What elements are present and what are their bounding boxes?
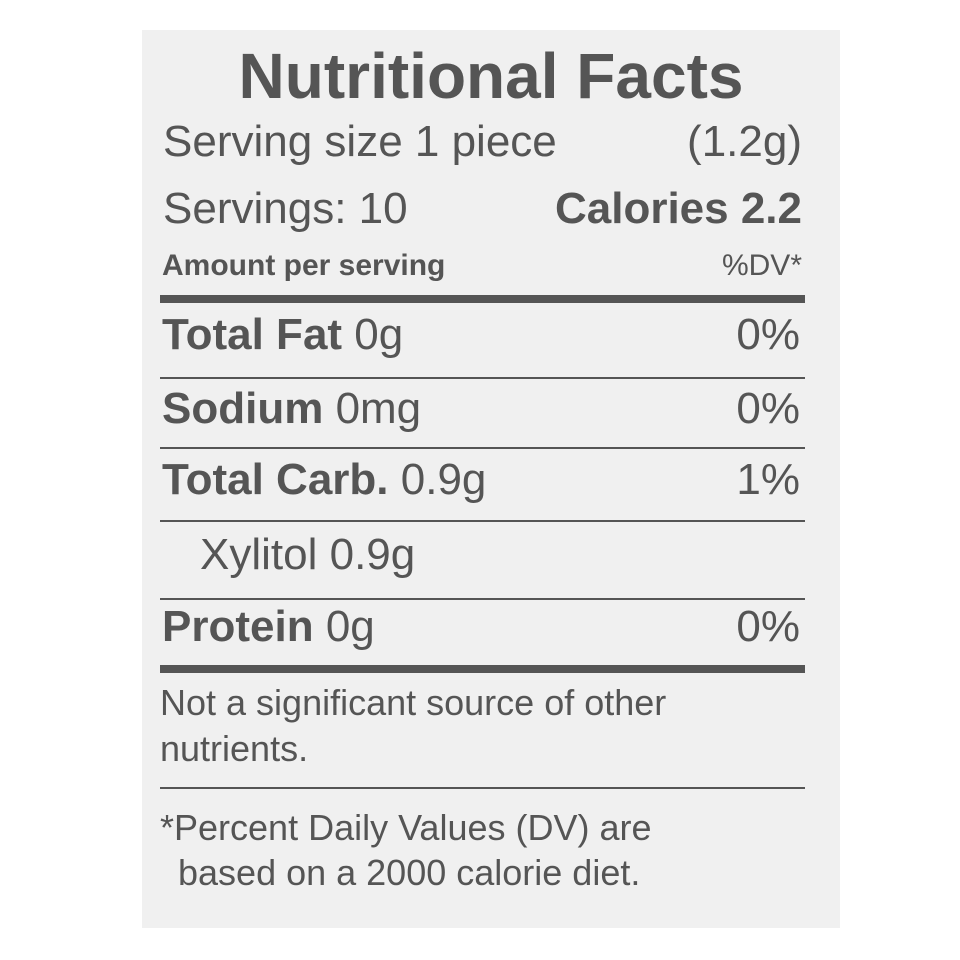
- nutrient-name: Sodium: [162, 384, 324, 433]
- nutrient-dv: 0%: [736, 310, 800, 359]
- divider-thick: [160, 295, 805, 303]
- nutrient-row-total-carb: Total Carb. 0.9g: [162, 458, 486, 502]
- nutrient-name: Total Carb.: [162, 455, 389, 504]
- divider-thick: [160, 665, 805, 673]
- nutrient-row-total-fat: Total Fat 0g: [162, 313, 403, 357]
- footnote-line-1: *Percent Daily Values (DV) are: [160, 807, 652, 848]
- nutrient-name: Xylitol: [200, 530, 318, 579]
- divider: [160, 598, 805, 600]
- nutrient-dv: 0%: [736, 602, 800, 651]
- nutrient-row-protein: Protein 0g: [162, 605, 375, 649]
- divider: [160, 447, 805, 449]
- nutrient-amount: 0mg: [335, 384, 422, 433]
- nutrition-label-panel: [142, 30, 840, 928]
- nutrient-row-sodium: Sodium 0mg: [162, 387, 421, 431]
- amount-per-serving: Amount per serving: [162, 249, 446, 282]
- servings-count: Servings: 10: [163, 184, 408, 233]
- divider: [160, 520, 805, 522]
- footnote-line-2: based on a 2000 calorie diet.: [178, 852, 641, 893]
- nutrient-dv: 1%: [736, 455, 800, 504]
- note-line-1: Not a significant source of other: [160, 682, 667, 723]
- nutrient-amount: 0.9g: [400, 455, 487, 504]
- nutrient-amount: 0g: [354, 310, 404, 359]
- nutrient-name: Protein: [162, 602, 314, 651]
- nutrient-dv: 0%: [736, 384, 800, 433]
- divider: [160, 377, 805, 379]
- note-line-2: nutrients.: [160, 728, 309, 769]
- nutrient-name: Total Fat: [162, 310, 343, 359]
- nutrient-amount: 0.9g: [329, 530, 416, 579]
- calories: Calories 2.2: [554, 184, 802, 233]
- serving-size: Serving size 1 piece: [163, 117, 557, 166]
- divider: [160, 787, 805, 789]
- serving-weight: (1.2g): [687, 117, 802, 166]
- nutrient-amount: 0g: [325, 602, 375, 651]
- label-title: Nutritional Facts: [238, 40, 744, 112]
- nutrient-row-xylitol: Xylitol 0.9g: [200, 533, 415, 577]
- dv-header: %DV*: [721, 249, 802, 282]
